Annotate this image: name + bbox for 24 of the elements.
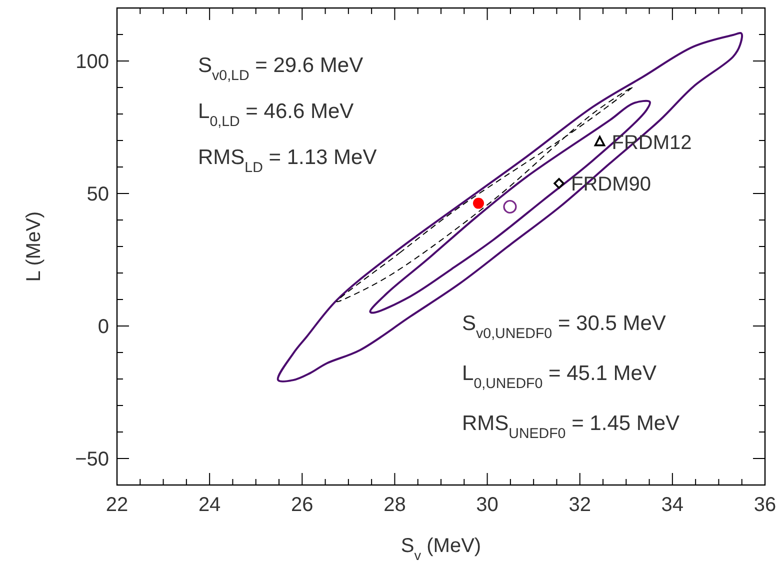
y-tick-label: 100 [76, 51, 109, 73]
annotation: S$_{v0,UNEDF0}$ = 30.5 MeV [462, 312, 666, 342]
point [594, 136, 606, 146]
point [472, 198, 484, 209]
annotation: L$_{0,UNEDF0}$ = 45.1 MeV [462, 362, 656, 392]
y-axis-title: L (MeV) [23, 211, 45, 282]
annotation: RMS$_{LD}$ = 1.13 MeV [198, 146, 377, 176]
x-tick-label: 22 [106, 494, 128, 516]
y-tick-label: 0 [98, 316, 109, 338]
x-tick-label: 28 [384, 494, 406, 516]
point [554, 178, 564, 189]
x-tick-label: 34 [661, 494, 684, 516]
x-tick-label: 30 [476, 494, 498, 516]
x-tick-label: 24 [198, 494, 221, 516]
x-axis-title: S$_{v}$ (MeV) [400, 535, 482, 562]
point [503, 200, 517, 214]
annotation: RMS$_{UNEDF0}$ = 1.45 MeV [462, 412, 680, 442]
x-tick-label: 32 [568, 494, 591, 516]
y-tick-label: 50 [86, 184, 109, 206]
y-tick-label: −50 [75, 448, 109, 470]
x-tick-label: 26 [291, 494, 314, 516]
x-tick-label: 36 [754, 494, 776, 516]
annotation: S$_{v0,LD}$ = 29.6 MeV [198, 54, 364, 84]
annotation: L$_{0,LD}$ = 46.6 MeV [198, 100, 354, 130]
